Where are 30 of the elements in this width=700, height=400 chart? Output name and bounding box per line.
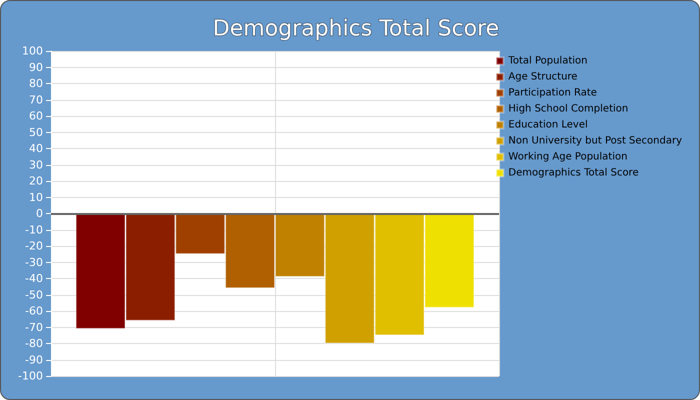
y-tick-label: 40 (29, 142, 43, 155)
y-tick-label: 20 (29, 174, 43, 188)
legend-label: Non University but Post Secondary (508, 136, 682, 146)
y-tick-label: 80 (29, 77, 43, 90)
chart-title: Demographics Total Score (212, 16, 500, 42)
y-tick-label: 30 (29, 158, 43, 172)
y-tick-label: -30 (25, 256, 43, 269)
y-tick-label: -70 (25, 320, 43, 334)
y-tick-label: 100 (22, 44, 43, 58)
legend-label: Demographics Total Score (508, 168, 639, 178)
y-tick-label: 60 (29, 110, 43, 122)
legend-label: Participation Rate (508, 88, 597, 98)
y-tick-label: -50 (25, 288, 43, 302)
legend-label: Working Age Population (508, 152, 628, 162)
y-tick-label: -80 (25, 337, 43, 350)
y-tick-label: 10 (29, 190, 43, 204)
y-tick-label: -90 (25, 353, 43, 366)
y-tick-label: -20 (25, 240, 43, 252)
y-tick-label: 70 (29, 93, 43, 106)
y-tick-label: 50 (29, 126, 43, 139)
legend-label: Education Level (508, 120, 588, 130)
y-tick-label: -100 (18, 370, 43, 382)
legend-label: Age Structure (508, 72, 578, 82)
y-tick-label: -40 (25, 272, 43, 285)
y-tick-label: -60 (25, 304, 43, 318)
legend-label: Total Population (507, 56, 588, 66)
y-tick-label: 0 (36, 207, 43, 220)
legend-label: High School Completion (508, 104, 628, 114)
y-tick-label: 90 (29, 60, 43, 74)
y-tick-label: -10 (25, 223, 43, 236)
